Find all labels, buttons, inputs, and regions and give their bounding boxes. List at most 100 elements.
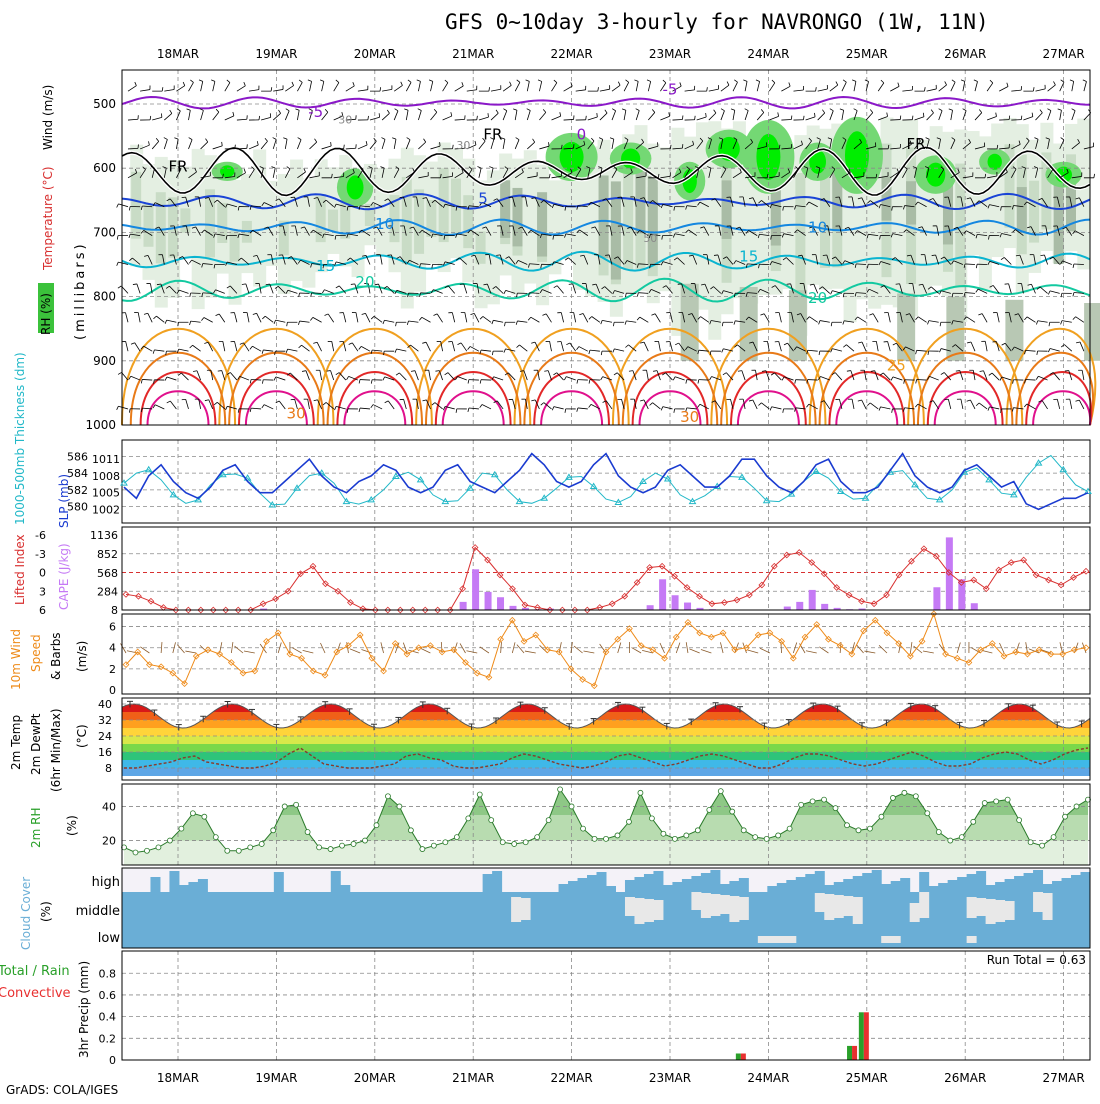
wind-barb-flag: [745, 109, 749, 111]
wind-barb-flag: [976, 403, 979, 406]
wind-barb: [612, 139, 614, 149]
wind-barb: [481, 350, 491, 351]
wind-barb-flag: [262, 350, 263, 354]
wind-barb: [128, 119, 138, 120]
wind-barb-flag: [273, 138, 277, 140]
wind-barb: [126, 341, 128, 351]
rh-marker: [1017, 818, 1022, 823]
rh-cell: [1077, 119, 1090, 270]
wind-barb-flag: [622, 109, 626, 110]
wind-barb-flag: [1048, 348, 1050, 352]
cloud-middle-gap: [967, 897, 977, 918]
wind-barb: [987, 83, 993, 91]
wind-barb: [781, 120, 791, 121]
wind-barb-flag: [673, 377, 675, 380]
wind-barb-flag: [310, 317, 313, 320]
wind-barb: [121, 643, 127, 653]
wind-barb-flag: [843, 321, 844, 325]
wind-barb-flag: [513, 109, 517, 110]
wind-barb-flag: [1075, 400, 1079, 401]
wind-barb-flag: [349, 343, 353, 345]
rh-marker: [454, 835, 459, 840]
wind-barb-flag: [1072, 109, 1075, 111]
wind-barb-flag: [629, 371, 633, 372]
wind-barb-flag: [1036, 376, 1038, 379]
wind-barb: [970, 400, 975, 409]
wind-barb: [465, 312, 467, 322]
wind-barb-flag: [758, 403, 761, 406]
cape-axis-label: CAPE (J/kg): [57, 543, 71, 610]
wind-barb-flag: [516, 345, 519, 348]
wind-barb-flag: [904, 380, 905, 384]
wind-barb-flag: [190, 293, 191, 297]
wind-barb-flag: [591, 138, 594, 141]
rh-legend-label: RH (%): [39, 293, 53, 335]
wind-barb: [902, 90, 912, 91]
wind-barb: [1069, 371, 1072, 381]
lifted-tick: -6: [35, 529, 46, 542]
wind-barb: [1082, 370, 1084, 380]
rh-marker: [248, 845, 253, 850]
wind-legend-label: Wind (m/s): [41, 85, 55, 150]
bottom-date-label: 19MAR: [255, 1071, 297, 1085]
wind-barb: [963, 111, 966, 120]
wind-barb-flag: [190, 345, 193, 348]
pressure-tick: 800: [93, 290, 116, 304]
wind-barb-flag: [640, 400, 644, 401]
wind-barb-flag: [734, 321, 735, 325]
thickness-marker: [146, 467, 152, 472]
top-date-label: 27MAR: [1043, 47, 1085, 61]
wind-barb-flag: [721, 109, 724, 111]
wind-barb: [769, 83, 775, 91]
rh-marker: [615, 833, 620, 838]
wind-barb-flag: [952, 80, 955, 82]
wind-barb-flag: [504, 290, 506, 294]
cloud-high-bar: [1052, 881, 1062, 892]
cloud-middle-gap: [843, 896, 853, 916]
wind-barb: [686, 642, 688, 653]
wind-barb-flag: [928, 321, 929, 325]
wind-barb: [600, 644, 606, 653]
rh-marker: [236, 848, 241, 853]
cloud-middle-gap: [919, 892, 929, 918]
wind-barb-flag: [470, 313, 474, 314]
wind-barb: [118, 204, 128, 207]
rh-marker: [282, 804, 287, 809]
rh-marker: [936, 830, 941, 835]
wind-barb: [636, 111, 639, 121]
wind-barb-flag: [299, 80, 302, 83]
wind-barb-flag: [831, 291, 833, 295]
wind-barb-flag: [1065, 371, 1069, 372]
cape-bar: [472, 569, 479, 610]
wind-barb-flag: [1040, 110, 1042, 113]
wind-barb-flag: [527, 109, 531, 111]
temp-band: [122, 752, 1090, 760]
wind-barb-flag: [331, 142, 332, 146]
rh-cell: [290, 160, 303, 281]
wind-barb: [201, 142, 208, 149]
wind-barb: [310, 142, 317, 149]
rh-column: [740, 287, 758, 361]
wind-barb-flag: [383, 320, 384, 324]
wind-barb: [297, 82, 302, 91]
wind-barb-flag: [614, 373, 617, 375]
wind-barb-flag: [916, 350, 917, 354]
wind-barb: [701, 317, 709, 323]
wind-barb: [322, 81, 324, 91]
wind-barb-flag: [881, 80, 884, 83]
wind-barb-flag: [505, 322, 506, 326]
wind-barb: [933, 401, 939, 409]
wind-barb: [156, 316, 164, 322]
wind-barb-flag: [164, 138, 168, 140]
wind-barb-flag: [445, 80, 448, 83]
cloud-high-bar: [815, 871, 825, 892]
wind-barb: [1004, 257, 1011, 264]
wind-tick: 4: [109, 642, 116, 655]
rh-marker: [994, 799, 999, 804]
wind-barb: [927, 89, 937, 91]
wind-barb: [1050, 348, 1060, 351]
wind-barb-flag: [156, 138, 159, 141]
wind-barb-flag: [475, 141, 476, 145]
rh-marker: [638, 790, 643, 795]
wind-barb-flag: [822, 110, 824, 113]
